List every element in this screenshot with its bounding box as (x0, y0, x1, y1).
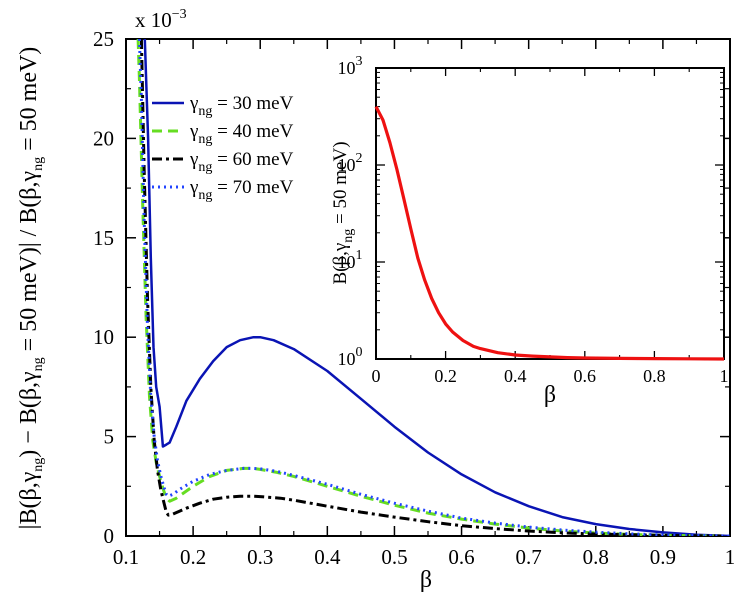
x-tick-label: 0.1 (113, 545, 139, 569)
y-label-part-3: = 50 meV)| / B(β,γ (16, 170, 42, 357)
inset-y-tick-label: 101 (338, 248, 363, 272)
y-axis-label: |B(β,γng) − B(β,γng = 50 meV)| / B(β,γng… (16, 47, 46, 530)
inset-x-tick-label: 0.2 (434, 366, 457, 386)
inset-series (374, 105, 725, 361)
inset-y-label-part-1: B(β,γ (330, 243, 351, 285)
x-tick-label: 1 (725, 545, 736, 569)
inset-background (376, 68, 724, 359)
x-tick-label: 0.5 (381, 545, 407, 569)
legend-label-40mev: γng = 40 meV (189, 121, 294, 147)
x-tick-label: 0.9 (650, 545, 676, 569)
inset-plot: 0 0.2 0.4 0.6 0.8 1 100 101 102 103 β B(β,γng = 5… (330, 54, 729, 408)
x-tick-label: 0.6 (448, 545, 474, 569)
inset-x-tick-label: 0 (372, 366, 381, 386)
x-tick-label: 0.3 (247, 545, 273, 569)
inset-y-tick-label: 103 (338, 54, 363, 78)
main-series (136, 39, 730, 536)
inset-x-tick-label: 0.6 (574, 366, 597, 386)
inset-y-tick-label: 100 (338, 345, 363, 369)
y-label-part-2: ) − B(β,γ (16, 371, 42, 458)
inset-x-tick-label: 0.8 (643, 366, 666, 386)
y-scale-prefix: x 10 (135, 8, 172, 32)
inset-x-axis-label: β (544, 382, 556, 408)
inset-y-axis-label: B(β,γng = 50 meV) (330, 141, 356, 284)
legend-label-70mev: γng = 70 meV (189, 177, 294, 203)
y-label-sub-1: ng (31, 458, 46, 472)
inset-x-tick-label: 1 (720, 366, 729, 386)
y-label-sub-2: ng (31, 357, 46, 371)
y-tick-label: 20 (93, 126, 114, 150)
legend-label-30mev: γng = 30 meV (189, 93, 294, 119)
series-line-0 (143, 39, 730, 536)
inset-y-label-part-2: = 50 meV) (330, 141, 351, 228)
y-label-sub-3: ng (31, 157, 46, 171)
legend: γng = 30 meV γng = 40 meV γng = 60 meV γ… (152, 93, 294, 203)
y-tick-label: 5 (104, 425, 115, 449)
y-label-part-4: = 50 meV) (16, 47, 42, 157)
x-tick-label: 0.8 (583, 545, 609, 569)
series-line-3 (137, 39, 730, 536)
inset-x-tick-label: 0.4 (504, 366, 527, 386)
series-line-1 (136, 39, 730, 536)
x-tick-label: 0.7 (516, 545, 542, 569)
inset-y-tick-label: 102 (338, 151, 363, 175)
x-tick-label: 0.4 (314, 545, 341, 569)
y-label-part-1: |B(β,γ (16, 471, 42, 529)
y-scale-exponent: −3 (172, 7, 187, 22)
y-scale-note: x 10−3 (135, 7, 187, 32)
legend-label-60mev: γng = 60 meV (189, 149, 294, 175)
y-tick-label: 25 (93, 27, 114, 51)
inset-ticks: 0 0.2 0.4 0.6 0.8 1 100 101 102 103 (338, 54, 729, 386)
x-tick-label: 0.2 (180, 545, 206, 569)
inset-series-line-0 (374, 105, 725, 361)
y-tick-label: 15 (93, 226, 114, 250)
x-axis-label: β (420, 567, 432, 593)
y-tick-label: 10 (93, 325, 114, 349)
y-tick-label: 0 (104, 524, 115, 548)
series-line-2 (139, 39, 730, 536)
inset-y-label-sub: ng (341, 229, 356, 243)
